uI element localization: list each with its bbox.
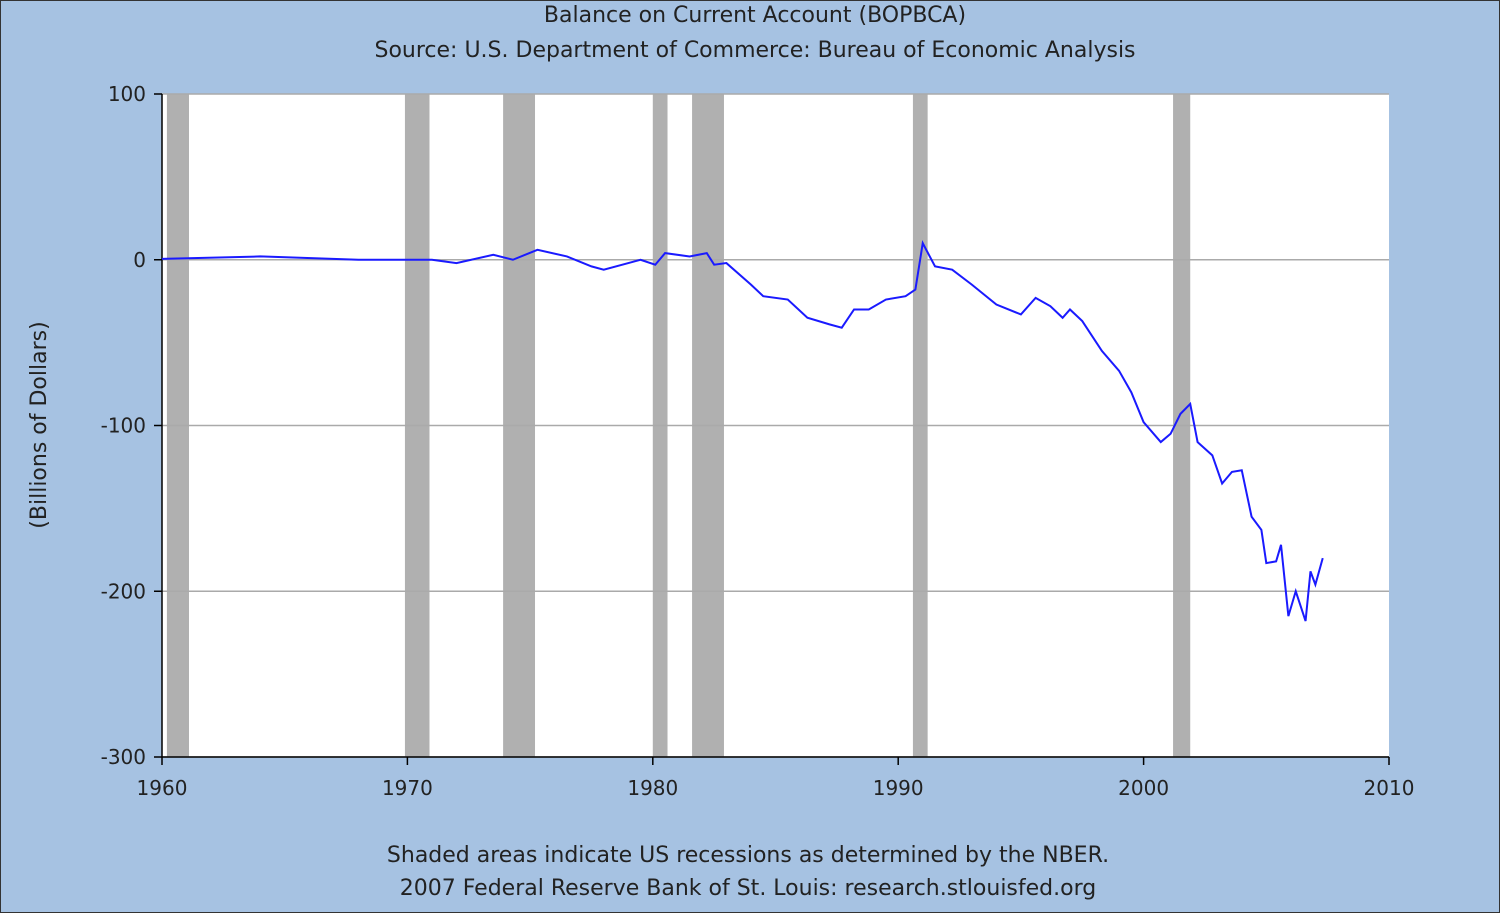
- y-tick-label: 100: [108, 82, 146, 106]
- x-tick-label: 1960: [137, 776, 188, 800]
- data-line: [161, 240, 1324, 622]
- y-tick-label: -300: [101, 745, 146, 769]
- x-tick-label: 1970: [382, 776, 433, 800]
- credit: 2007 Federal Reserve Bank of St. Louis: …: [400, 876, 1096, 901]
- x-tick-label: 2000: [1118, 776, 1169, 800]
- y-tick-label: -200: [101, 579, 146, 603]
- y-tick-label: 0: [133, 248, 146, 272]
- x-tick-label: 2010: [1364, 776, 1415, 800]
- chart-title: Balance on Current Account (BOPBCA): [544, 3, 966, 28]
- x-tick-label: 1990: [873, 776, 924, 800]
- footnote: Shaded areas indicate US recessions as d…: [387, 843, 1109, 868]
- x-tick-label: 1980: [627, 776, 678, 800]
- chart-subtitle: Source: U.S. Department of Commerce: Bur…: [374, 38, 1135, 63]
- y-axis-label: (Billions of Dollars): [27, 321, 52, 528]
- y-tick-label: -100: [101, 414, 146, 438]
